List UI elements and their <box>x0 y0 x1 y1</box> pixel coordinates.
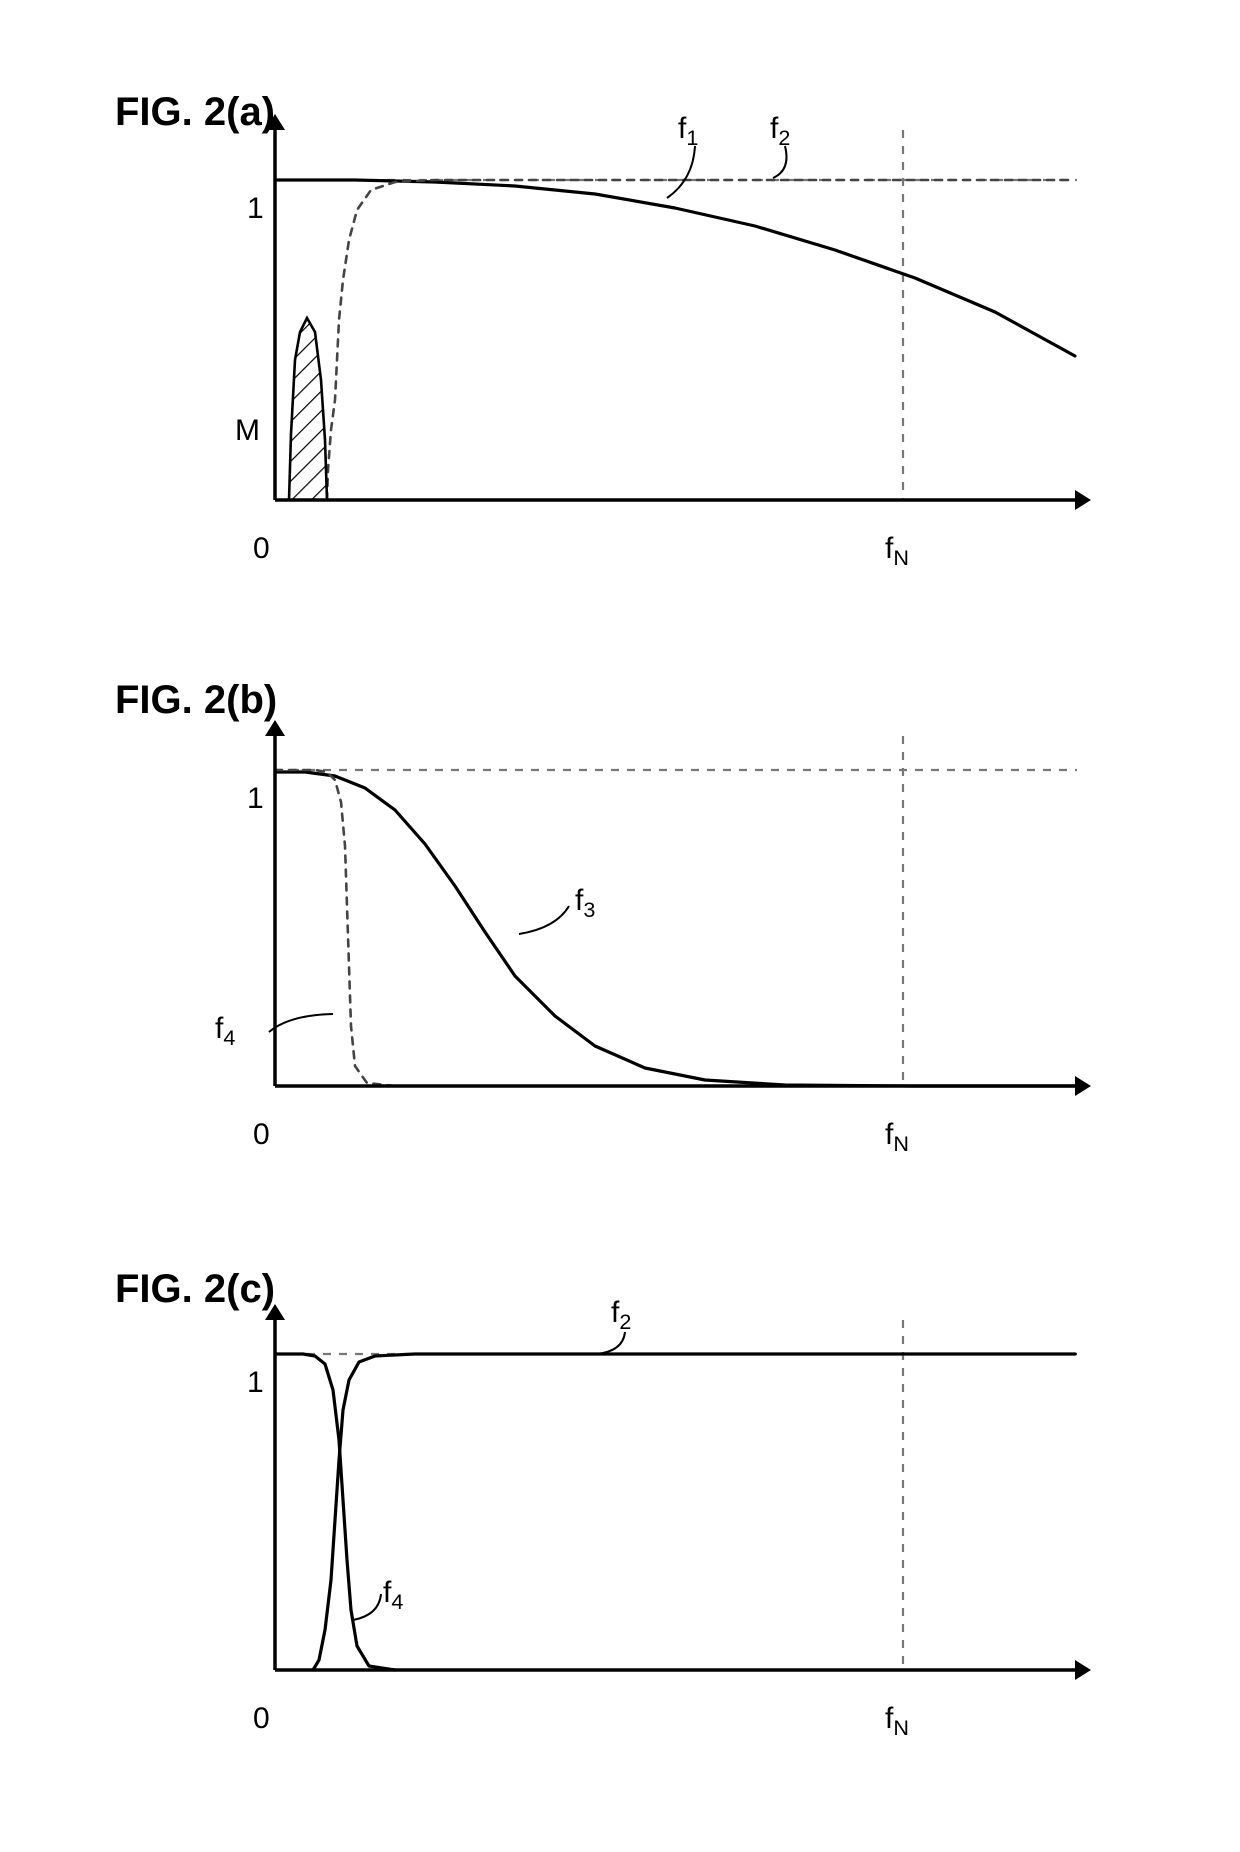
label-c-one: 1 <box>247 1366 264 1400</box>
label-a-fN: fN <box>885 532 909 571</box>
curve-f3_solid <box>275 772 1075 1086</box>
plot-b: 01fNf3f4 <box>275 706 1095 1118</box>
figure-title-c: FIG. 2(c) <box>115 1267 275 1312</box>
label-c-f2: f2 <box>611 1296 631 1335</box>
plot-svg-a <box>275 100 1095 530</box>
label-b-zero: 0 <box>253 1118 270 1152</box>
plot-c: 01fNf2f4 <box>275 1290 1095 1700</box>
label-b-fN: fN <box>885 1118 909 1157</box>
figure-title-b: FIG. 2(b) <box>115 678 277 723</box>
curve-f2_solid_hp <box>313 1354 1075 1670</box>
label-a-M: M <box>235 414 260 448</box>
label-b-one: 1 <box>247 782 264 816</box>
label-c-f4: f4 <box>383 1576 403 1615</box>
label-b-f4: f4 <box>215 1012 235 1051</box>
leader-f3 <box>519 906 569 934</box>
label-c-zero: 0 <box>253 1702 270 1736</box>
label-c-fN: fN <box>885 1702 909 1741</box>
region-m_region <box>289 318 327 500</box>
curve-f2_dashed <box>327 180 1075 500</box>
leader-f1 <box>667 146 695 198</box>
figure-title-a: FIG. 2(a) <box>115 90 275 135</box>
leader-f2 <box>597 1332 625 1354</box>
label-a-f2: f2 <box>770 112 790 151</box>
x-axis-arrow <box>1075 1076 1091 1096</box>
plot-svg-b <box>275 706 1095 1118</box>
curve-f1_solid <box>275 180 1075 356</box>
x-axis-arrow <box>1075 1660 1091 1680</box>
label-a-f1: f1 <box>678 112 698 151</box>
curve-f4_dashed <box>275 770 395 1086</box>
leader-f4 <box>353 1594 381 1620</box>
plot-svg-c <box>275 1290 1095 1700</box>
label-a-zero: 0 <box>253 532 270 566</box>
leader-f4 <box>269 1014 333 1032</box>
label-a-one: 1 <box>247 192 264 226</box>
label-b-f3: f3 <box>575 884 595 923</box>
x-axis-arrow <box>1075 490 1091 510</box>
plot-a: 01fNf1f2M <box>275 100 1095 530</box>
